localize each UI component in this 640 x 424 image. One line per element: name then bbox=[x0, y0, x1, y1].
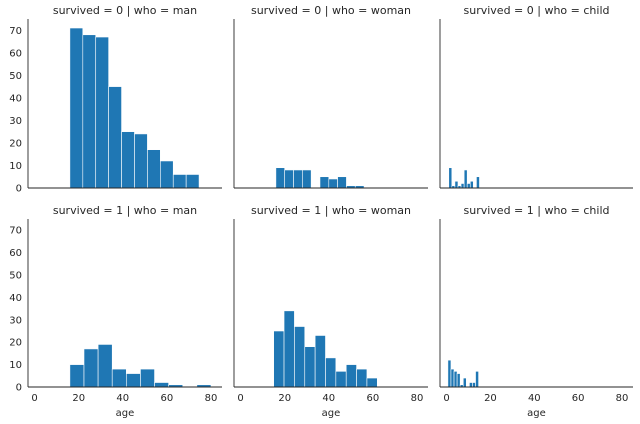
histogram-bar bbox=[314, 335, 326, 388]
x-tick-label: 40 bbox=[116, 393, 129, 404]
x-tick-label: 0 bbox=[31, 393, 37, 404]
x-tick-label: 40 bbox=[322, 393, 335, 404]
x-tick-label: 60 bbox=[367, 393, 380, 404]
histogram-bar bbox=[147, 149, 161, 189]
histogram-bar bbox=[475, 371, 479, 388]
panel-title: survived = 1 | who = woman bbox=[251, 204, 411, 217]
histogram-bar bbox=[121, 131, 135, 189]
histogram-bar bbox=[283, 310, 295, 388]
histogram-bar bbox=[284, 169, 294, 189]
y-tick-label: 10 bbox=[9, 161, 22, 172]
histogram-bar bbox=[69, 364, 85, 388]
histogram-bar bbox=[454, 180, 459, 189]
panel-title: survived = 0 | who = man bbox=[53, 4, 197, 17]
histogram-bar bbox=[95, 36, 109, 189]
histogram-bar bbox=[185, 174, 200, 189]
histogram-bar bbox=[356, 368, 368, 388]
histogram-bar bbox=[82, 34, 97, 189]
histogram-bar bbox=[172, 174, 187, 189]
x-axis-label: age bbox=[116, 408, 135, 419]
histogram-bar bbox=[134, 133, 148, 189]
y-tick-label: 40 bbox=[9, 293, 22, 304]
histogram-bar bbox=[304, 346, 316, 388]
histogram-bar bbox=[476, 176, 480, 189]
x-tick-label: 80 bbox=[616, 393, 629, 404]
histogram-bar bbox=[83, 348, 99, 388]
x-axis-label: age bbox=[527, 408, 546, 419]
histogram-bar bbox=[69, 27, 84, 189]
histogram-bar bbox=[469, 382, 473, 388]
x-tick-label: 0 bbox=[443, 393, 449, 404]
histogram-bar bbox=[140, 368, 155, 388]
histogram-bar bbox=[111, 368, 127, 388]
histogram-bar bbox=[456, 373, 461, 388]
histogram-bar bbox=[462, 377, 467, 388]
x-tick-label: 60 bbox=[572, 393, 585, 404]
y-tick-label: 0 bbox=[16, 383, 22, 394]
histogram-bar bbox=[293, 169, 303, 189]
histogram-bar bbox=[328, 178, 338, 189]
y-tick-label: 20 bbox=[9, 338, 22, 349]
y-tick-label: 30 bbox=[9, 315, 22, 326]
histogram-bar bbox=[366, 377, 378, 388]
histogram-bar bbox=[275, 167, 286, 189]
facet-panel-4: survived = 1 | who = man 0 10 20 30 40 50 60 70 0… bbox=[9, 204, 222, 419]
histogram-bar bbox=[453, 371, 458, 388]
histogram-bar bbox=[450, 368, 455, 388]
histogram-bar bbox=[448, 167, 453, 189]
y-tick-label: 40 bbox=[9, 93, 22, 104]
histogram-bar bbox=[472, 382, 476, 388]
histogram-bar bbox=[154, 382, 169, 388]
x-tick-label: 80 bbox=[411, 393, 424, 404]
histogram-bar bbox=[466, 183, 471, 189]
panel-title: survived = 0 | who = woman bbox=[251, 4, 411, 17]
y-tick-label: 70 bbox=[9, 226, 22, 237]
histogram-bar bbox=[319, 176, 330, 189]
facet-panel-6: survived = 1 | who = child 0 20 40 60 80 age bbox=[439, 204, 633, 419]
x-tick-label: 40 bbox=[528, 393, 541, 404]
panel-title: survived = 0 | who = child bbox=[464, 4, 610, 17]
histogram-bar bbox=[160, 160, 174, 189]
panel-title: survived = 1 | who = child bbox=[464, 204, 610, 217]
histogram-bar bbox=[126, 373, 141, 388]
facet-panel-1: survived = 0 | who = man 0 10 20 30 40 50 60 70 bbox=[9, 4, 222, 195]
x-axis-label: age bbox=[322, 408, 341, 419]
x-tick-label: 20 bbox=[72, 393, 85, 404]
y-tick-label: 60 bbox=[9, 248, 22, 259]
histogram-bar bbox=[108, 86, 122, 189]
histogram-bar bbox=[325, 357, 337, 388]
histogram-bar bbox=[447, 359, 452, 388]
y-tick-label: 10 bbox=[9, 360, 22, 371]
facet-panel-3: survived = 0 | who = child bbox=[439, 4, 633, 189]
histogram-bar bbox=[460, 183, 465, 189]
x-tick-label: 60 bbox=[161, 393, 174, 404]
x-tick-label: 0 bbox=[237, 393, 243, 404]
y-tick-label: 0 bbox=[16, 184, 22, 195]
x-tick-label: 80 bbox=[205, 393, 218, 404]
histogram-bar bbox=[337, 176, 347, 189]
y-tick-label: 50 bbox=[9, 271, 22, 282]
facet-panel-5: survived = 1 | who = woman 0 20 40 60 80 age bbox=[233, 204, 428, 419]
panel-title: survived = 1 | who = man bbox=[53, 204, 197, 217]
histogram-bar bbox=[294, 326, 306, 388]
y-tick-label: 50 bbox=[9, 71, 22, 82]
y-tick-label: 30 bbox=[9, 116, 22, 127]
histogram-bar bbox=[302, 169, 312, 189]
histogram-bar bbox=[335, 371, 347, 388]
histogram-bar bbox=[463, 169, 468, 189]
facet-panel-2: survived = 0 | who = woman bbox=[233, 4, 428, 189]
y-tick-label: 60 bbox=[9, 48, 22, 59]
y-tick-label: 20 bbox=[9, 138, 22, 149]
histogram-bar bbox=[97, 344, 113, 388]
histogram-bar bbox=[345, 364, 357, 388]
x-tick-label: 20 bbox=[484, 393, 497, 404]
x-tick-label: 20 bbox=[278, 393, 291, 404]
y-tick-label: 70 bbox=[9, 26, 22, 37]
histogram-bar bbox=[273, 330, 285, 388]
histogram-bar bbox=[469, 180, 474, 189]
